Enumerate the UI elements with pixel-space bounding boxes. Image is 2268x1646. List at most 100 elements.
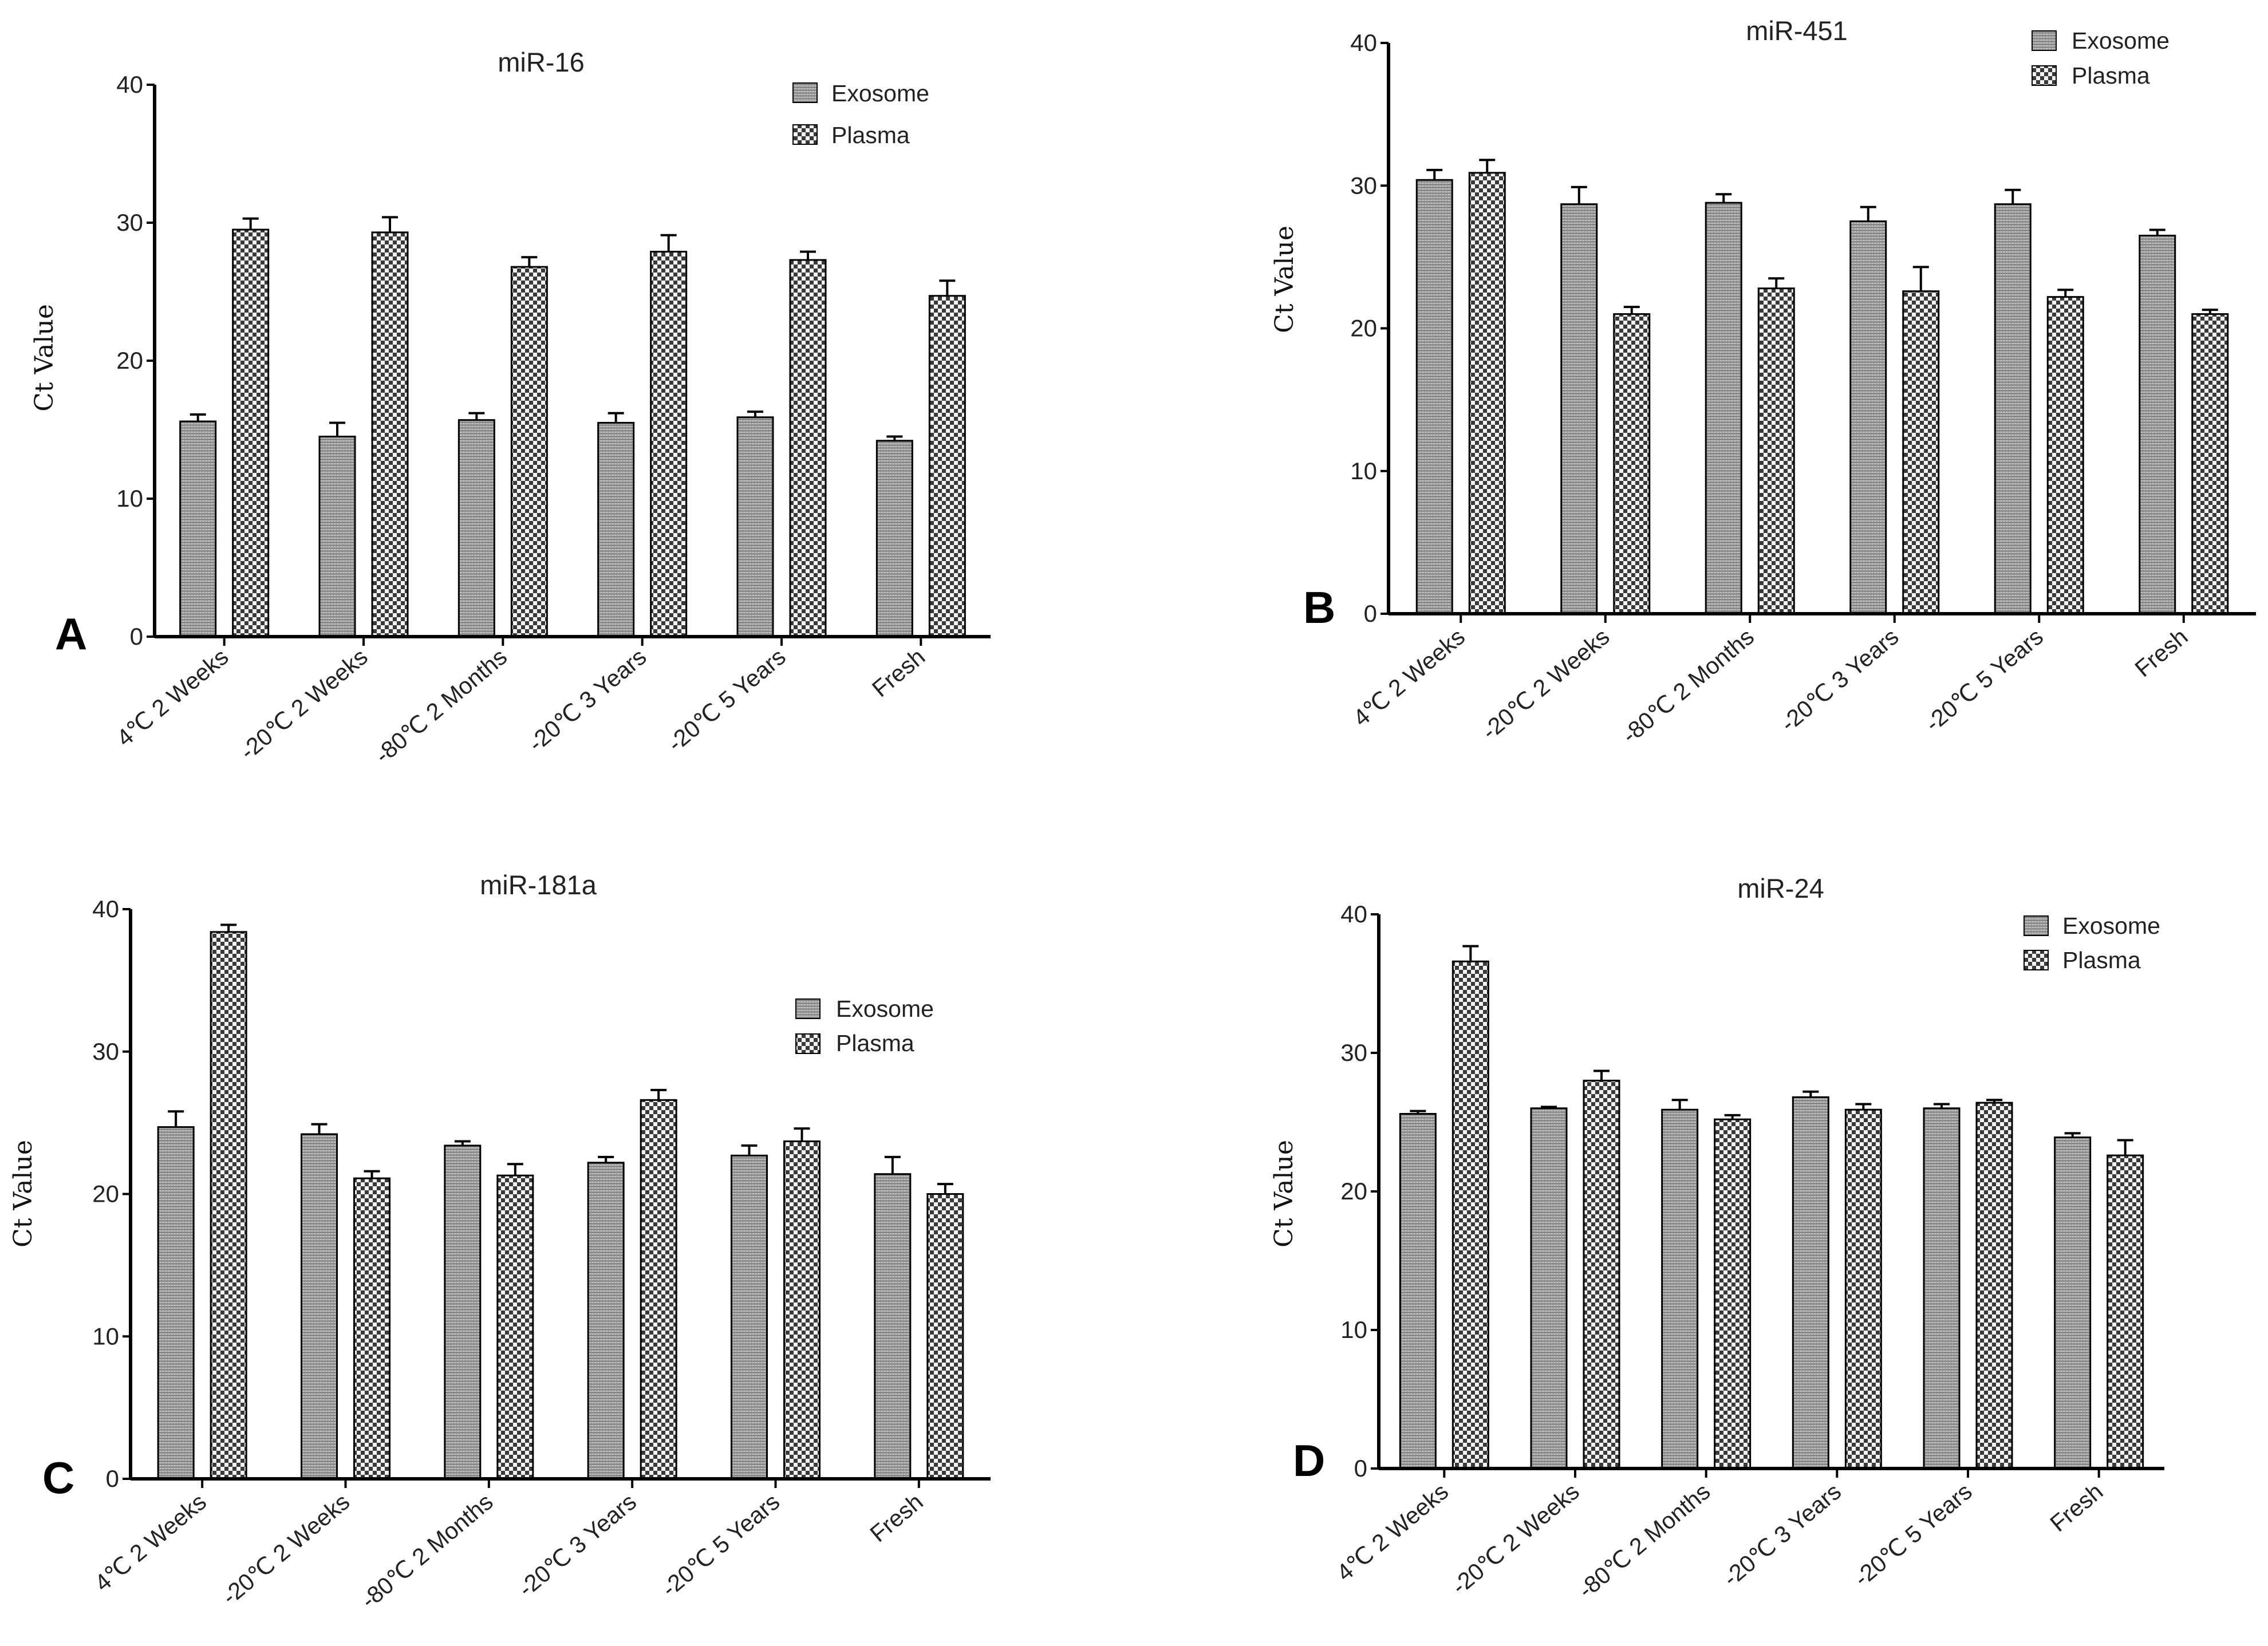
- panel-d-error-bar-exosome: [1671, 1099, 1688, 1110]
- panel-b-error-bar-exosome: [2005, 188, 2021, 204]
- panel-a-legend-plasma-label: Plasma: [831, 122, 910, 148]
- panel-d-bar-exosome: [1661, 1108, 1699, 1470]
- panel-c-y-tick-label: 30: [92, 1038, 119, 1065]
- panel-a-bar-exosome: [736, 416, 774, 638]
- panel-a-x-tick-label: Fresh: [867, 644, 930, 702]
- panel-c-x-tick-label: -80℃ 2 Months: [356, 1489, 498, 1614]
- panel-c-error-bar-exosome: [598, 1155, 614, 1163]
- panel-a-error-bar-exosome: [329, 421, 345, 437]
- panel-b-bar-plasma: [1902, 290, 1940, 615]
- panel-d-x-tick-label: Fresh: [2045, 1478, 2108, 1537]
- panel-a-error-bar-plasma: [242, 217, 259, 230]
- panel-c-bar-exosome: [157, 1126, 195, 1480]
- panel-d-bar-exosome: [1792, 1096, 1829, 1470]
- panel-b-bar-exosome: [1849, 220, 1887, 615]
- panel-c-error-bar-exosome: [168, 1110, 184, 1127]
- panel-a-y-tick-label: 40: [116, 71, 143, 98]
- panel-c-legend-plasma-swatch: [795, 1033, 821, 1054]
- panel-a-letter: A: [55, 609, 87, 659]
- panel-c-error-bar-exosome: [311, 1123, 328, 1135]
- panel-d-error-bar-exosome: [1410, 1110, 1426, 1114]
- panel-d-error-bar-plasma: [1462, 945, 1479, 962]
- panel-d-bar-exosome: [1923, 1107, 1961, 1470]
- panel-d-bar-exosome: [1530, 1107, 1568, 1470]
- panel-d-legend-plasma-swatch: [2024, 950, 2049, 970]
- panel-a-error-bar-exosome: [468, 412, 485, 420]
- panel-d-y-tick-label: 20: [1340, 1178, 1367, 1205]
- panel-d-error-bar-exosome: [1934, 1103, 1950, 1108]
- panel-d-legend: Exosome Plasma: [2024, 913, 2160, 973]
- panel-c-x-tick-label: 4℃ 2 Weeks: [89, 1489, 211, 1597]
- panel-b-legend-exosome-label: Exosome: [2072, 27, 2170, 54]
- panel-c-bar-exosome: [444, 1144, 482, 1480]
- panel-c-x-tick-label: Fresh: [865, 1489, 928, 1548]
- panel-c-error-bar-plasma: [507, 1163, 523, 1176]
- panel-a-bar-plasma: [789, 259, 827, 638]
- panel-b-error-bar-plasma: [2057, 289, 2074, 297]
- panel-b-x-tick-label: Fresh: [2130, 623, 2193, 682]
- panel-a-bar-exosome: [179, 420, 217, 638]
- panel-a-bar-plasma: [928, 295, 966, 638]
- panel-a-x-tick-label: -20℃ 3 Years: [523, 644, 652, 757]
- panel-a-bar-exosome: [457, 419, 495, 638]
- panel-d-bar-exosome: [2054, 1136, 2092, 1470]
- panel-d-y-tick-label: 40: [1340, 901, 1367, 927]
- panel-c-y-tick-label: 0: [106, 1465, 119, 1492]
- panel-c-x-tick-label: -20℃ 3 Years: [513, 1489, 641, 1602]
- panel-c-letter: C: [42, 1452, 74, 1503]
- panel-b-x-tick-label: -20℃ 5 Years: [1920, 623, 2048, 737]
- panel-b-error-bar-exosome: [1860, 206, 1876, 222]
- panel-b-error-bar-exosome: [1426, 168, 1443, 180]
- panel-c-bar-plasma: [926, 1193, 964, 1480]
- panel-d-x-tick-label: -80℃ 2 Months: [1573, 1478, 1715, 1604]
- panel-d-y-tick-label: 0: [1354, 1455, 1367, 1482]
- panel-c-bar-exosome: [874, 1173, 912, 1480]
- panel-a-legend: Exosome Plasma: [792, 80, 929, 148]
- panel-b-legend-exosome-swatch: [2032, 30, 2057, 51]
- panel-b-bar-exosome: [1994, 203, 2032, 615]
- panel-c-y-tick-label: 40: [92, 895, 119, 922]
- panel-b-error-bar-plasma: [1623, 306, 1640, 314]
- panel-c-error-bar-exosome: [741, 1144, 758, 1156]
- panel-b-bar-exosome: [1560, 203, 1598, 615]
- panel-a-y-tick-label: 0: [130, 623, 143, 650]
- panel-c-y-tick-label: 10: [92, 1323, 119, 1349]
- panel-a-bar-exosome: [597, 421, 635, 638]
- panel-a-error-bar-plasma: [382, 216, 398, 232]
- panel-b-bar-plasma: [2046, 296, 2084, 615]
- panel-c-x-tick-label: -20℃ 5 Years: [657, 1489, 785, 1602]
- panel-c-error-bar-plasma: [937, 1183, 953, 1194]
- panel-a-legend-exosome-label: Exosome: [831, 80, 929, 106]
- panel-d-bar-plasma: [1583, 1079, 1620, 1470]
- panel-c-bar-exosome: [731, 1154, 768, 1480]
- panel-c-error-bar-exosome: [454, 1140, 471, 1146]
- panel-b-error-bar-exosome: [2149, 228, 2166, 236]
- panel-b-x-tick-label: -20℃ 2 Weeks: [1477, 623, 1615, 745]
- panel-c-bar-exosome: [301, 1133, 338, 1480]
- panel-b-legend-plasma-swatch: [2032, 65, 2057, 86]
- panel-d-error-bar-plasma: [1724, 1114, 1741, 1120]
- panel-b-bar-plasma: [2191, 313, 2229, 615]
- panel-b-bar-exosome: [2139, 234, 2176, 615]
- panel-d-error-bar-plasma: [1593, 1069, 1610, 1081]
- panel-b-bar-plasma: [1757, 287, 1795, 615]
- panel-d-y-axis-label: Ct Value: [1269, 1140, 1299, 1248]
- panel-d-x-tick-label: 4℃ 2 Weeks: [1331, 1478, 1453, 1586]
- panel-d-bar-plasma: [1451, 960, 1489, 1470]
- panel-b-error-bar-plasma: [1912, 266, 1929, 291]
- panel-d-bar-plasma: [1844, 1108, 1882, 1470]
- panel-c-title: miR-181a: [480, 870, 597, 900]
- panel-c-legend: Exosome Plasma: [795, 996, 934, 1056]
- panel-d-legend-plasma-label: Plasma: [2062, 947, 2141, 973]
- panel-a-error-bar-exosome: [608, 412, 624, 423]
- panel-c-y-axis-label: Ct Value: [9, 1140, 38, 1248]
- panel-b-y-tick-label: 10: [1350, 457, 1377, 484]
- panel-c-bar-plasma: [783, 1140, 821, 1480]
- panel-c-legend-exosome-label: Exosome: [836, 996, 934, 1022]
- panel-a-error-bar-plasma: [800, 250, 816, 260]
- panel-b-y-tick-label: 0: [1364, 600, 1377, 627]
